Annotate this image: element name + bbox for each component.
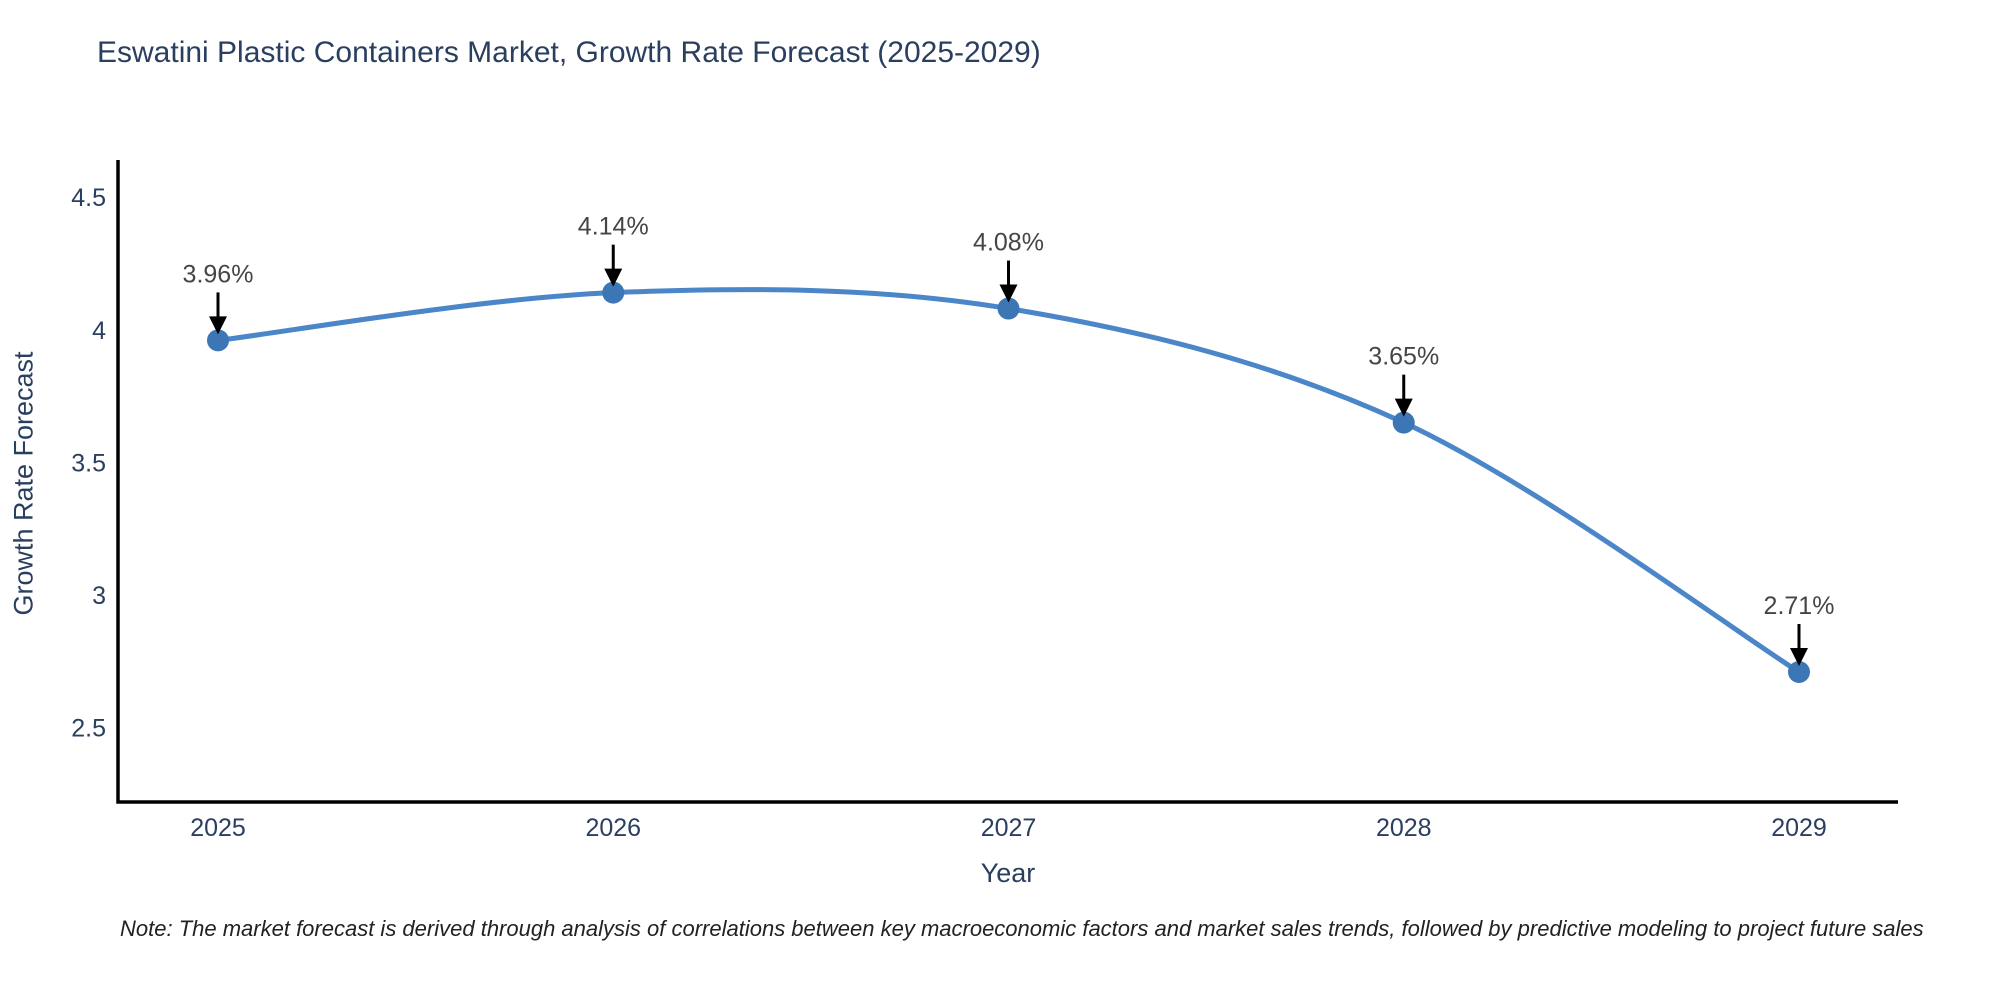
- x-tick-label: 2026: [585, 814, 641, 842]
- data-point-marker: [207, 329, 229, 352]
- trend-line: [215, 287, 1802, 675]
- data-point-marker: [1788, 661, 1810, 684]
- x-tick-label: 2027: [981, 814, 1037, 842]
- annotation-arrow-head: [604, 268, 623, 287]
- y-tick-label: 3: [92, 582, 106, 610]
- axis-spines: [116, 160, 1898, 804]
- annotation-arrow-head: [1394, 398, 1413, 417]
- x-tick-label: 2028: [1376, 814, 1432, 842]
- x-tick-label: 2029: [1771, 814, 1827, 842]
- y-tick-label: 4.5: [71, 184, 106, 212]
- data-point-label: 4.14%: [578, 213, 649, 241]
- y-tick-label: 3.5: [71, 449, 106, 477]
- y-axis-title: Growth Rate Forecast: [8, 351, 39, 616]
- annotation-arrow-head: [999, 284, 1018, 303]
- data-point-label: 3.96%: [183, 260, 254, 288]
- x-tick-label: 2025: [190, 814, 246, 842]
- data-point-marker: [997, 297, 1020, 320]
- chart-note: Note: The market forecast is derived thr…: [120, 916, 1924, 941]
- chart-title: Eswatini Plastic Containers Market, Grow…: [97, 36, 1041, 69]
- y-tick-label: 4: [92, 317, 106, 345]
- data-point-marker: [602, 281, 625, 304]
- x-axis-title: Year: [980, 858, 1036, 888]
- annotation-arrow-head: [1790, 648, 1808, 667]
- data-point-label: 2.71%: [1764, 592, 1835, 620]
- data-point-marker: [1392, 411, 1415, 434]
- data-point-label: 4.08%: [973, 229, 1044, 257]
- y-tick-label: 2.5: [71, 715, 106, 743]
- annotation-arrow-head: [209, 316, 227, 335]
- data-point-label: 3.65%: [1368, 343, 1439, 371]
